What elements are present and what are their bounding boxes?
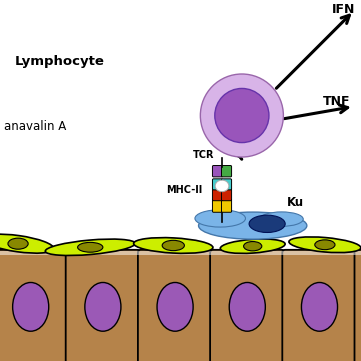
Ellipse shape: [13, 282, 49, 331]
FancyBboxPatch shape: [355, 250, 361, 361]
Text: Ku: Ku: [287, 196, 304, 209]
Ellipse shape: [200, 74, 283, 157]
FancyBboxPatch shape: [212, 189, 222, 201]
Text: MHC-II: MHC-II: [166, 184, 202, 195]
Ellipse shape: [157, 282, 193, 331]
Bar: [0, 251, 361, 255]
Ellipse shape: [195, 210, 245, 227]
Text: IFN: IFN: [332, 3, 356, 16]
FancyBboxPatch shape: [66, 250, 140, 361]
Ellipse shape: [244, 242, 262, 251]
FancyBboxPatch shape: [212, 165, 222, 177]
Text: TCR: TCR: [193, 149, 215, 160]
FancyBboxPatch shape: [221, 165, 232, 177]
FancyBboxPatch shape: [282, 250, 357, 361]
Ellipse shape: [85, 282, 121, 331]
FancyBboxPatch shape: [212, 179, 222, 190]
Ellipse shape: [301, 282, 338, 331]
Ellipse shape: [260, 212, 303, 226]
Ellipse shape: [0, 234, 54, 253]
FancyBboxPatch shape: [221, 199, 232, 212]
FancyBboxPatch shape: [210, 250, 284, 361]
Ellipse shape: [8, 238, 28, 249]
Ellipse shape: [78, 242, 103, 252]
FancyBboxPatch shape: [221, 179, 232, 190]
FancyBboxPatch shape: [212, 199, 222, 212]
Ellipse shape: [315, 240, 335, 250]
Ellipse shape: [220, 239, 285, 253]
Text: Lymphocyte: Lymphocyte: [14, 55, 104, 68]
Ellipse shape: [162, 240, 184, 251]
Ellipse shape: [199, 212, 307, 239]
FancyBboxPatch shape: [138, 250, 212, 361]
Ellipse shape: [45, 239, 135, 256]
Ellipse shape: [249, 215, 285, 232]
Ellipse shape: [134, 238, 213, 253]
Text: TNF: TNF: [323, 95, 351, 108]
Ellipse shape: [215, 180, 229, 192]
FancyBboxPatch shape: [0, 250, 68, 361]
Text: anavalin A: anavalin A: [4, 120, 66, 133]
FancyBboxPatch shape: [221, 189, 232, 201]
Ellipse shape: [289, 237, 361, 253]
Ellipse shape: [229, 282, 265, 331]
Ellipse shape: [215, 88, 269, 143]
